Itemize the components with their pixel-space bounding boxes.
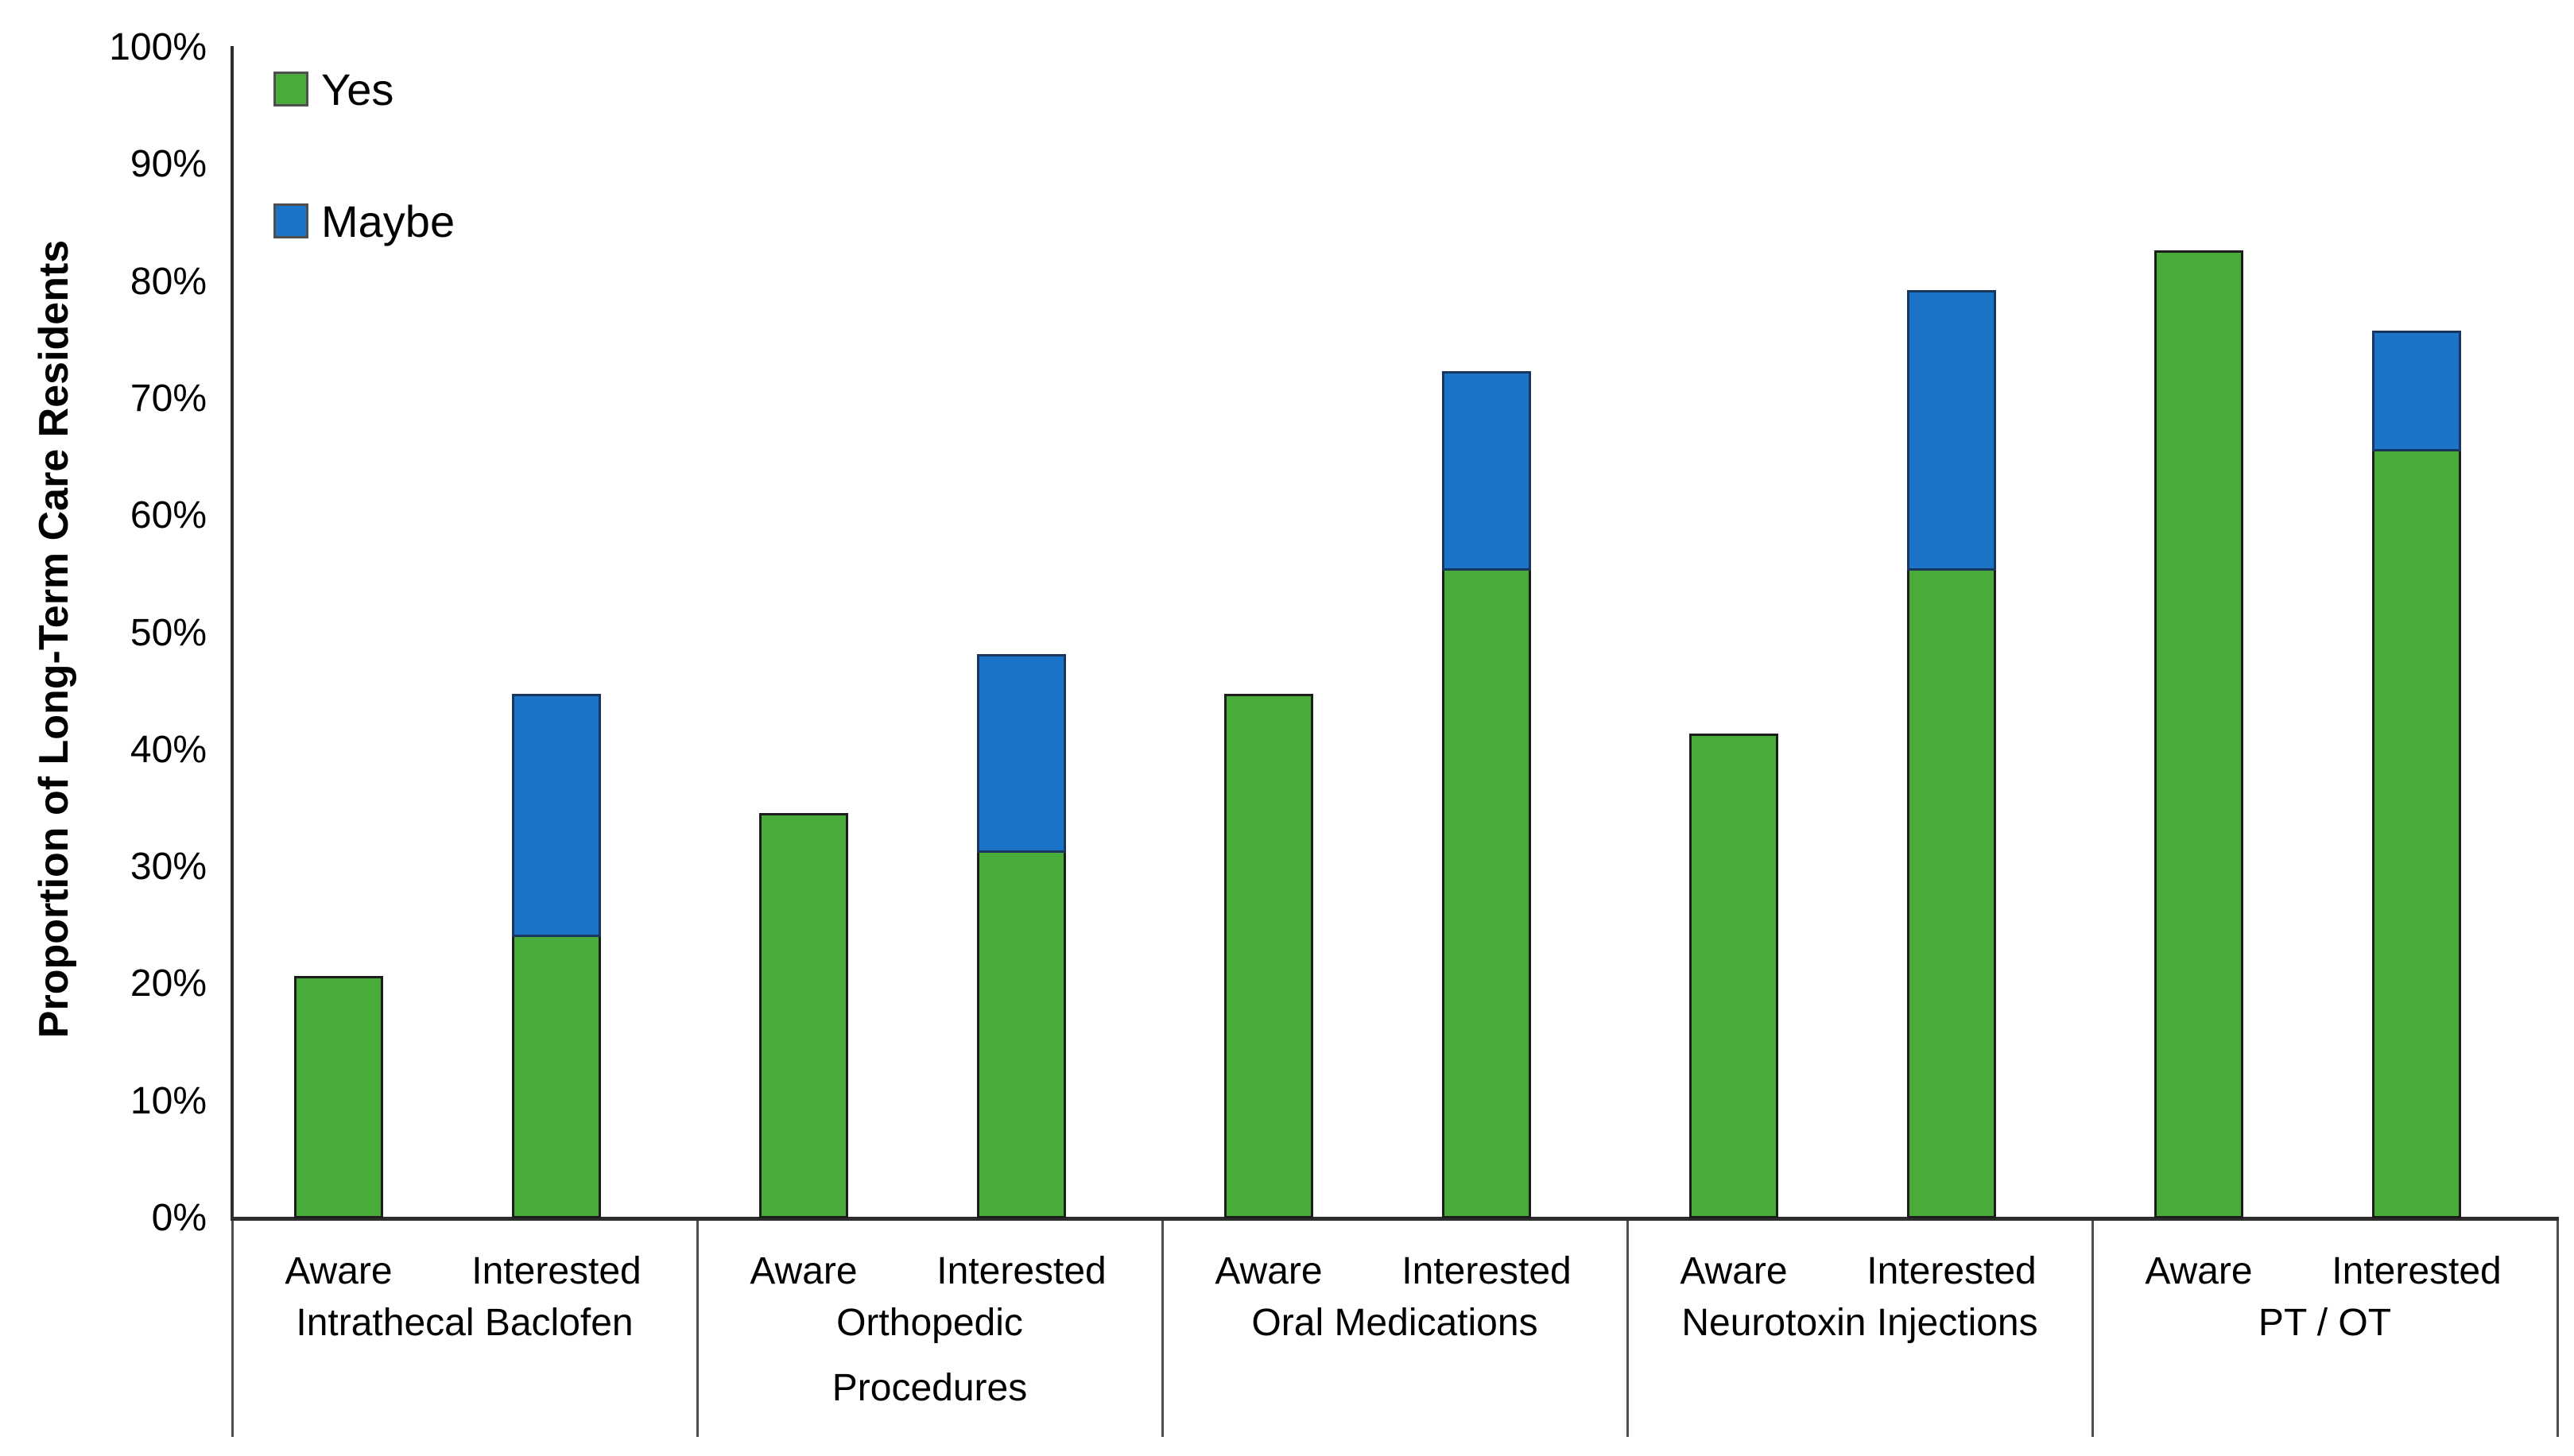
group-separator <box>2091 1221 2094 1437</box>
bar-segment-yes <box>2154 250 2243 1218</box>
y-tick-label: 20% <box>130 962 207 1005</box>
bar-segment-yes <box>977 853 1066 1218</box>
y-tick-label: 50% <box>130 611 207 654</box>
legend-label-yes: Yes <box>321 64 394 114</box>
y-tick-label: 90% <box>130 143 207 186</box>
bar-segment-yes <box>1442 571 1531 1218</box>
x-tick-label: Interested <box>1401 1250 1572 1292</box>
bar-segment-yes <box>294 976 383 1218</box>
bar-segment-yes <box>512 937 601 1218</box>
x-tick-label: Aware <box>285 1250 393 1292</box>
y-tick-label: 80% <box>130 260 207 303</box>
bar-segment-maybe <box>512 694 601 938</box>
legend-item-maybe: Maybe <box>273 183 455 259</box>
group-separator <box>2557 1221 2559 1437</box>
legend-swatch-yes-icon <box>273 72 308 106</box>
group-label: Orthopedic Procedures <box>832 1302 1028 1409</box>
bar-segment-maybe <box>977 654 1066 854</box>
group-label: PT / OT <box>2258 1302 2392 1344</box>
y-tick-label: 100% <box>109 26 207 68</box>
x-tick-label: Aware <box>1215 1250 1323 1292</box>
x-axis-line <box>231 1217 2559 1221</box>
group-separator <box>1161 1221 1164 1437</box>
group-separator <box>1626 1221 1629 1437</box>
group-label: Oral Medications <box>1251 1302 1538 1344</box>
bar-segment-maybe <box>2372 331 2461 452</box>
y-tick-label: 0% <box>151 1197 207 1239</box>
bar-segment-maybe <box>1442 370 1531 571</box>
legend-swatch-maybe-icon <box>273 203 308 238</box>
x-tick-label: Aware <box>750 1250 858 1292</box>
y-tick-label: 10% <box>130 1079 207 1122</box>
legend-item-yes: Yes <box>273 51 455 127</box>
bar-segment-yes <box>759 813 848 1218</box>
x-tick-label: Aware <box>2145 1250 2253 1292</box>
y-tick-label: 30% <box>130 846 207 889</box>
legend: Yes Maybe <box>273 51 455 315</box>
bar-segment-yes <box>1907 571 1996 1218</box>
group-separator <box>231 1221 234 1437</box>
x-tick-label: Interested <box>471 1250 642 1292</box>
bar-segment-maybe <box>1907 289 1996 571</box>
group-separator <box>696 1221 699 1437</box>
x-tick-label: Aware <box>1680 1250 1788 1292</box>
x-tick-label: Interested <box>936 1250 1107 1292</box>
y-axis-line <box>231 46 234 1220</box>
y-tick-label: 70% <box>130 377 207 420</box>
y-tick-label: 40% <box>130 728 207 771</box>
group-label: Neurotoxin Injections <box>1681 1302 2038 1344</box>
bar-segment-yes <box>1689 734 1778 1218</box>
x-tick-label: Interested <box>1867 1250 2037 1292</box>
x-tick-label: Interested <box>2332 1250 2502 1292</box>
bar-segment-yes <box>1224 694 1313 1218</box>
group-label: Intrathecal Baclofen <box>296 1302 634 1344</box>
legend-label-maybe: Maybe <box>321 196 455 246</box>
bar-segment-yes <box>2372 451 2461 1218</box>
y-tick-label: 60% <box>130 494 207 537</box>
